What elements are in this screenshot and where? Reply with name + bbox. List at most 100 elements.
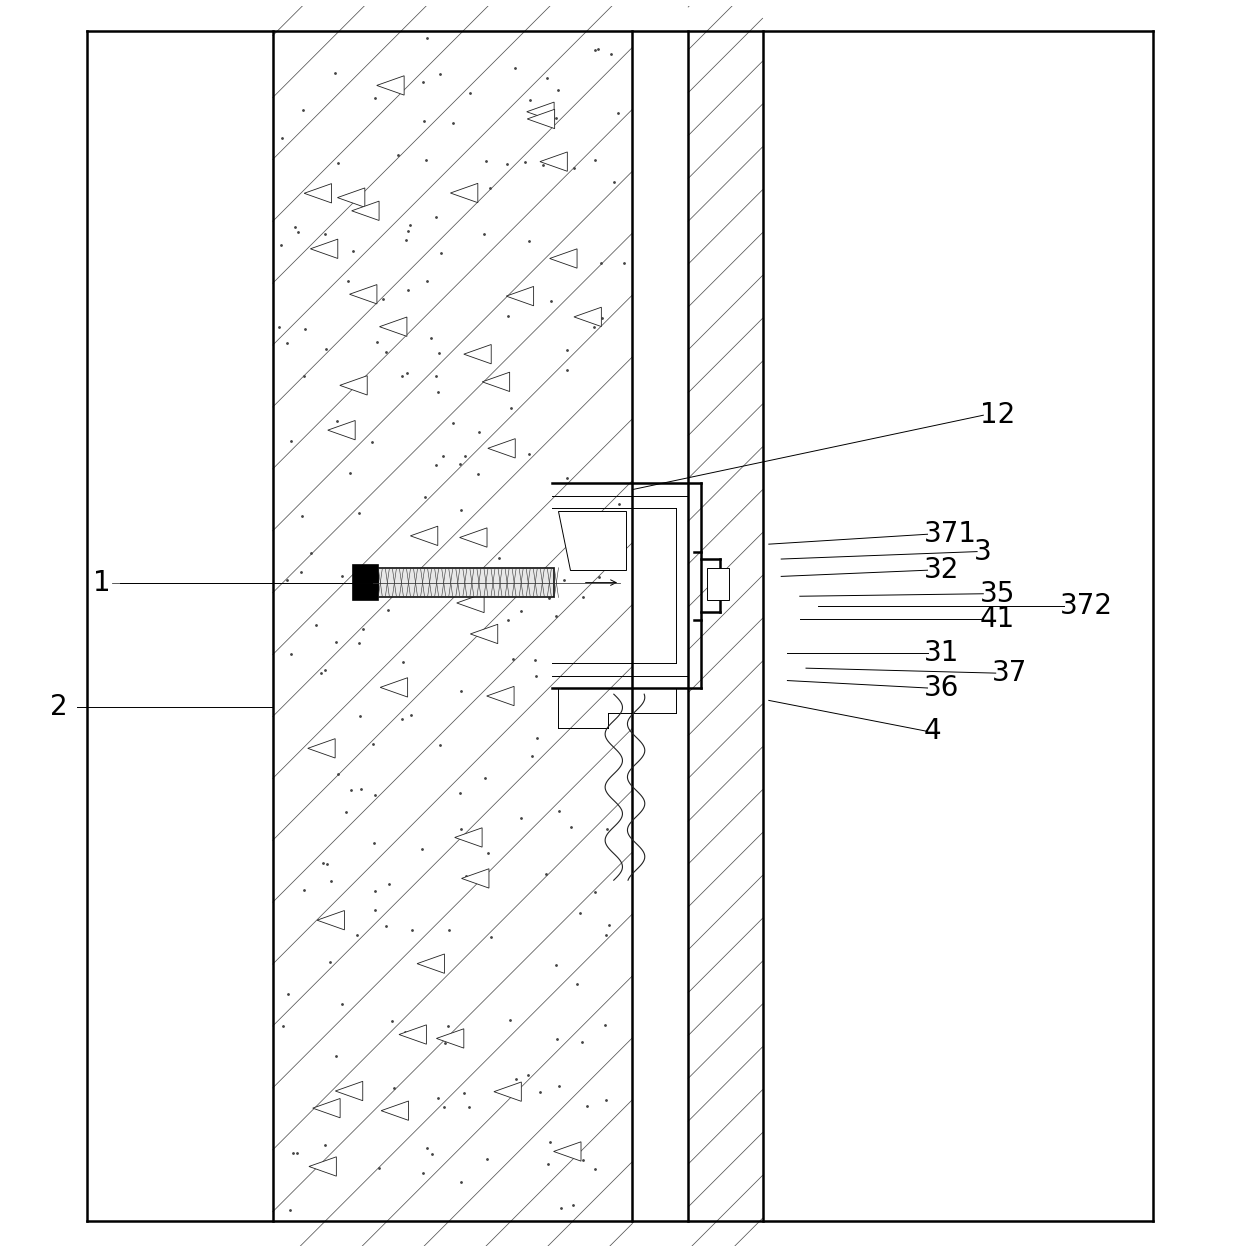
Point — [546, 955, 565, 975]
Point — [541, 292, 560, 312]
Text: 31: 31 — [924, 640, 960, 667]
Point — [388, 145, 408, 165]
Point — [384, 1078, 404, 1098]
Polygon shape — [399, 1025, 427, 1044]
Point — [363, 735, 383, 755]
Point — [577, 1096, 596, 1116]
Point — [365, 900, 384, 920]
Point — [614, 253, 634, 273]
Point — [273, 1015, 293, 1035]
Point — [585, 40, 605, 60]
Polygon shape — [461, 869, 489, 888]
Text: 371: 371 — [924, 521, 977, 548]
Point — [327, 411, 347, 431]
Point — [382, 1010, 402, 1030]
Text: 32: 32 — [924, 556, 960, 585]
Point — [398, 220, 418, 240]
Point — [501, 398, 521, 418]
Point — [450, 782, 470, 803]
Point — [585, 150, 605, 170]
Point — [451, 1172, 471, 1192]
Point — [506, 1069, 526, 1089]
Point — [516, 151, 536, 172]
Point — [477, 843, 497, 863]
Point — [454, 1083, 474, 1103]
Point — [392, 366, 412, 386]
Point — [549, 801, 569, 821]
Polygon shape — [527, 103, 554, 121]
Text: 372: 372 — [1060, 592, 1114, 620]
Point — [527, 666, 547, 686]
Point — [596, 1089, 616, 1109]
Point — [469, 422, 489, 442]
Point — [460, 1097, 480, 1117]
Point — [585, 1159, 605, 1179]
Point — [549, 1075, 569, 1096]
Point — [402, 920, 422, 940]
Point — [289, 222, 309, 242]
Point — [595, 1015, 615, 1035]
Point — [294, 366, 314, 386]
Point — [432, 243, 451, 263]
Point — [332, 566, 352, 586]
Point — [415, 487, 435, 507]
Point — [451, 501, 471, 521]
Point — [608, 104, 627, 124]
Polygon shape — [350, 284, 377, 304]
Point — [337, 270, 357, 290]
Point — [564, 158, 584, 178]
Point — [497, 154, 517, 174]
Point — [584, 317, 604, 337]
Point — [378, 601, 398, 621]
Point — [394, 1022, 414, 1042]
Point — [376, 342, 396, 362]
Point — [414, 110, 434, 130]
Point — [537, 69, 557, 89]
Point — [291, 561, 311, 581]
Point — [477, 1148, 497, 1168]
Polygon shape — [464, 344, 491, 364]
Polygon shape — [327, 421, 355, 439]
Point — [460, 83, 480, 103]
Point — [497, 305, 517, 326]
Point — [379, 874, 399, 894]
Polygon shape — [450, 183, 477, 203]
Point — [522, 746, 542, 766]
Bar — [353, 565, 378, 600]
Point — [599, 915, 619, 935]
Polygon shape — [553, 1142, 582, 1161]
Point — [455, 446, 475, 466]
Point — [365, 833, 384, 853]
Point — [525, 650, 544, 670]
Polygon shape — [417, 954, 444, 973]
Point — [288, 1143, 308, 1163]
Point — [458, 182, 477, 202]
Point — [311, 662, 331, 682]
Point — [498, 610, 518, 630]
Point — [397, 363, 417, 383]
Bar — [707, 567, 729, 600]
Point — [433, 447, 453, 467]
Point — [278, 570, 298, 590]
Text: 2: 2 — [50, 692, 67, 721]
Bar — [378, 567, 554, 597]
Point — [402, 705, 422, 725]
Point — [435, 1033, 455, 1053]
Point — [456, 866, 476, 886]
Point — [425, 366, 445, 386]
Point — [443, 1032, 463, 1052]
Point — [396, 230, 415, 250]
Point — [326, 632, 346, 652]
Polygon shape — [381, 677, 408, 697]
Point — [589, 567, 609, 587]
Point — [518, 1065, 538, 1085]
Point — [560, 521, 580, 541]
Point — [283, 1143, 303, 1163]
Point — [443, 413, 463, 433]
Point — [430, 64, 450, 84]
Point — [481, 928, 501, 948]
Point — [327, 153, 347, 173]
Point — [306, 615, 326, 635]
Point — [278, 984, 298, 1004]
Point — [370, 1158, 389, 1178]
